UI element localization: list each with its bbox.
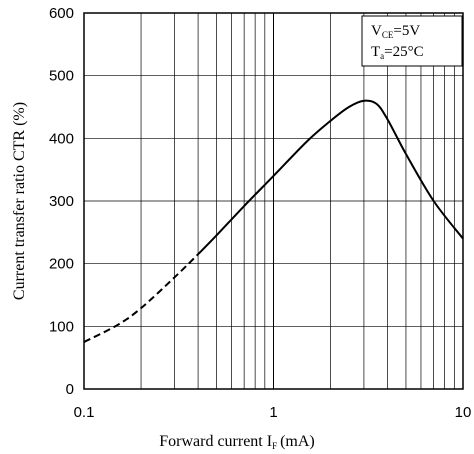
x-tick-label: 10 [455,404,472,421]
y-tick-label: 600 [49,5,74,22]
x-tick-label: 1 [269,404,277,421]
x-axis-ticks: 0.1 1 10 [74,404,472,421]
condition-vce-symbol: V [371,23,382,39]
y-tick-label: 200 [49,256,74,273]
y-tick-label: 400 [49,130,74,147]
y-axis-title: Current transfer ratio CTR (%) [11,102,28,300]
condition-vce-sub: CE [382,30,394,40]
y-axis-ticks: 0 100 200 300 400 500 600 [49,5,74,398]
y-tick-label: 500 [49,68,74,85]
conditions-box-frame [361,15,463,67]
condition-vce: VCE=5V [371,23,420,40]
grid-lines [84,13,463,389]
ctr-curve-dashed [83,253,199,343]
y-tick-label: 0 [66,381,74,398]
x-axis-title-unit: (mA) [280,433,315,450]
conditions-box: VCE=5V Ta=25°C [361,15,463,67]
y-tick-label: 300 [49,193,74,210]
ctr-curve-solid [197,99,464,255]
condition-ta-value: =25°C [384,44,423,60]
condition-ta-sub: a [380,51,384,61]
x-axis-title: Forward current IF (mA) [159,433,315,451]
x-tick-label: 0.1 [74,404,95,421]
y-tick-label: 100 [49,318,74,335]
x-axis-title-text: Forward current I [159,433,272,450]
x-axis-title-sub: F [272,441,277,451]
condition-vce-value: =5V [393,23,420,39]
condition-ta: Ta=25°C [371,44,424,61]
data-curves [83,99,464,343]
plot-frame [83,12,464,390]
condition-ta-symbol: T [371,44,380,60]
